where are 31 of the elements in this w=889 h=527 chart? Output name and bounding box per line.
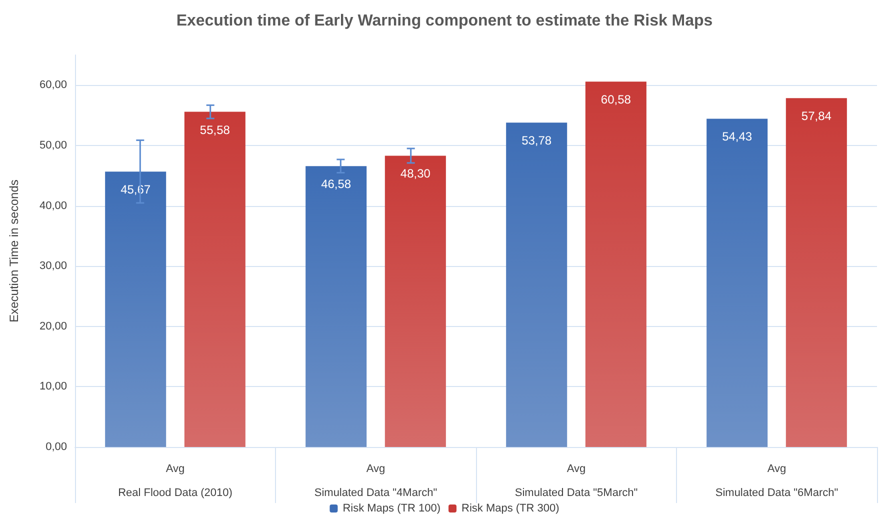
y-tick-label: 10,00 xyxy=(39,380,67,393)
bar xyxy=(306,166,367,447)
data-label: 60,58 xyxy=(600,92,632,107)
bar xyxy=(706,118,768,447)
bar xyxy=(786,98,847,447)
x-tick-label: Avg Real Flood Data (2010) xyxy=(118,463,232,499)
data-label: 53,78 xyxy=(522,134,552,148)
y-tick-label: 60,00 xyxy=(39,79,67,92)
y-tick-label: 30,00 xyxy=(39,260,67,272)
legend-label: Risk Maps (TR 100) xyxy=(342,502,440,514)
bar xyxy=(585,82,646,447)
data-label: 46,58 xyxy=(321,177,352,192)
y-axis-title: Execution Time in seconds xyxy=(7,180,21,322)
x-tick-label: Avg Simulated Data "6March" xyxy=(715,463,838,499)
data-label: 48,30 xyxy=(400,166,431,181)
bar xyxy=(506,122,568,447)
data-label: 57,84 xyxy=(801,109,832,124)
bar xyxy=(184,112,246,447)
x-tick-label: Avg Simulated Data "4March" xyxy=(314,463,438,499)
bar xyxy=(105,172,166,447)
y-tick-label: 0,00 xyxy=(46,441,67,453)
bar xyxy=(384,156,446,447)
x-tick-label: Avg Simulated Data "5March" xyxy=(514,463,638,499)
data-label: 55,58 xyxy=(200,122,230,137)
legend-label: Risk Maps (TR 300) xyxy=(462,502,560,514)
y-tick-label: 50,00 xyxy=(39,139,67,152)
data-label: 45,67 xyxy=(120,182,151,197)
chart-title: Execution time of Early Warning component to estimate the Risk Maps xyxy=(176,12,713,30)
y-tick-label: 40,00 xyxy=(39,200,67,212)
y-tick-label: 20,00 xyxy=(39,320,67,332)
data-label: 54,43 xyxy=(722,130,752,144)
